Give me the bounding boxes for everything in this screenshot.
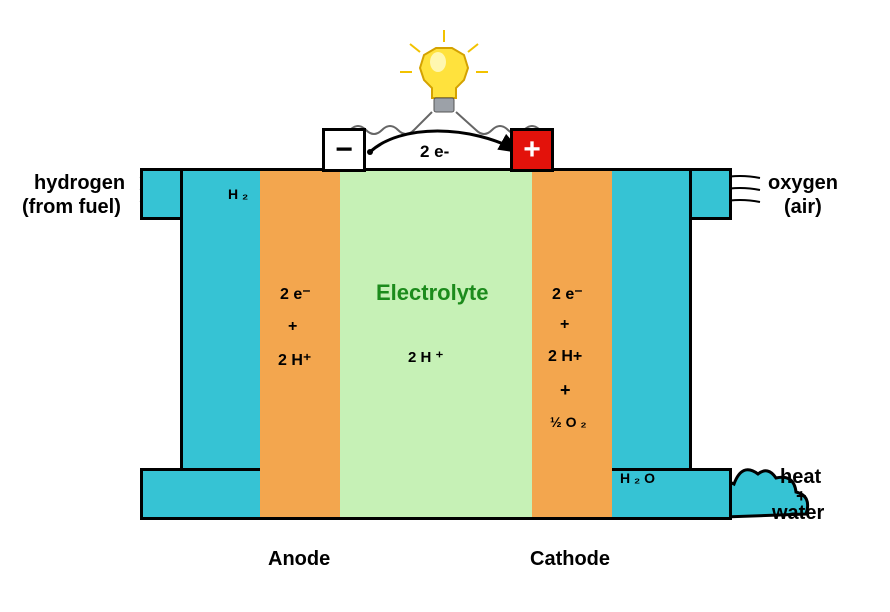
protons-label: 2 H ⁺ <box>408 348 443 366</box>
positive-symbol: + <box>523 133 541 166</box>
hydrogen-label-1: hydrogen <box>34 172 125 195</box>
electrolyte-layer <box>340 168 532 520</box>
hydrogen-label-2: (from fuel) <box>22 196 121 219</box>
cathode-plus-2: + <box>560 380 571 401</box>
anode-electrode <box>260 168 340 520</box>
h2o-label: H ₂ O <box>620 470 655 486</box>
cathode-electrode <box>532 168 612 520</box>
heat-label-2: water <box>772 502 824 525</box>
cathode-label: Cathode <box>530 548 610 571</box>
electrolyte-label: Electrolyte <box>376 280 489 306</box>
cathode-eq-3: ½ O ₂ <box>550 414 587 430</box>
negative-symbol: − <box>335 133 353 166</box>
cathode-plus-1: + <box>560 316 569 334</box>
fuel-cell-diagram: − + hydrogen (from fuel) oxygen (air) 2 … <box>0 0 890 612</box>
anode-label: Anode <box>268 548 330 571</box>
oxygen-label-2: (air) <box>784 196 822 219</box>
cathode-eq-1: 2 e⁻ <box>552 284 583 304</box>
oxygen-label-1: oxygen <box>768 172 838 195</box>
h2-label: H ₂ <box>228 186 248 202</box>
electrons-flow-label: 2 e- <box>420 142 449 162</box>
left-channel-bot <box>140 468 260 520</box>
anode-eq-2: 2 H⁺ <box>278 350 311 370</box>
positive-terminal: + <box>510 128 554 172</box>
cathode-eq-2: 2 H+ <box>548 348 582 366</box>
negative-terminal: − <box>322 128 366 172</box>
anode-eq-1: 2 e⁻ <box>280 284 311 304</box>
anode-plus: + <box>288 318 297 336</box>
